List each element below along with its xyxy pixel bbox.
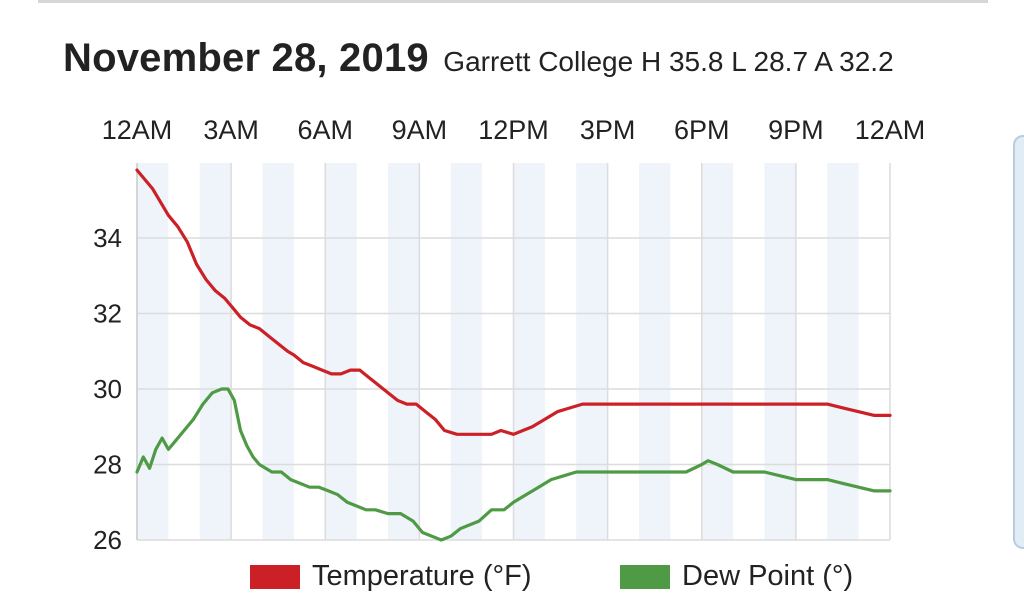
x-tick-label: 6PM — [674, 115, 730, 145]
hour-band — [199, 163, 232, 540]
series-lines — [135, 168, 892, 542]
background-bands — [137, 163, 859, 540]
x-axis-labels: 12AM 3AM 6AM 9AM 12PM 3PM 6PM 9PM 12AM — [102, 115, 926, 145]
x-tick-label: 12PM — [478, 115, 549, 145]
chart-station-summary: Garrett College H 35.8 L 28.7 A 32.2 — [443, 46, 894, 77]
legend-swatch-temperature — [250, 564, 300, 589]
x-tick-label: 3PM — [580, 115, 636, 145]
x-tick-label: 9AM — [392, 115, 448, 145]
y-tick-label: 26 — [93, 525, 122, 555]
x-tick-label: 6AM — [297, 115, 353, 145]
y-axis-labels: 26 28 30 32 34 — [93, 223, 122, 555]
side-panel-tab[interactable] — [1013, 135, 1024, 549]
grid-lines — [136, 163, 891, 541]
legend-label-temperature: Temperature (°F) — [312, 560, 532, 592]
hour-band — [639, 163, 671, 540]
legend-item-temperature[interactable]: Temperature (°F) — [250, 560, 531, 593]
x-tick-label: 12AM — [855, 115, 926, 145]
hour-band — [764, 163, 796, 540]
x-tick-label: 9PM — [768, 115, 824, 145]
top-divider — [38, 0, 988, 3]
y-tick-label: 34 — [93, 223, 122, 253]
y-tick-label: 32 — [93, 299, 122, 329]
y-tick-label: 28 — [93, 450, 122, 480]
hour-band — [137, 163, 169, 540]
hour-band — [325, 163, 357, 540]
hour-band — [450, 163, 483, 540]
hour-band — [388, 163, 420, 540]
legend-item-dew-point[interactable]: Dew Point (°) — [620, 560, 853, 593]
temperature-line — [135, 168, 892, 436]
x-tick-label: 12AM — [102, 115, 173, 145]
hour-band — [701, 163, 734, 540]
hour-band — [827, 163, 859, 540]
dew-point-line — [135, 387, 892, 542]
hour-band — [576, 163, 608, 540]
chart-title-date: November 28, 2019 — [63, 36, 429, 80]
x-tick-label: 3AM — [203, 115, 259, 145]
legend-swatch-dew-point — [620, 564, 670, 589]
y-tick-label: 30 — [93, 374, 122, 404]
chart-header: November 28, 2019 Garrett College H 35.8… — [63, 36, 894, 81]
hour-band — [513, 163, 545, 540]
legend-label-dew-point: Dew Point (°) — [682, 560, 854, 592]
